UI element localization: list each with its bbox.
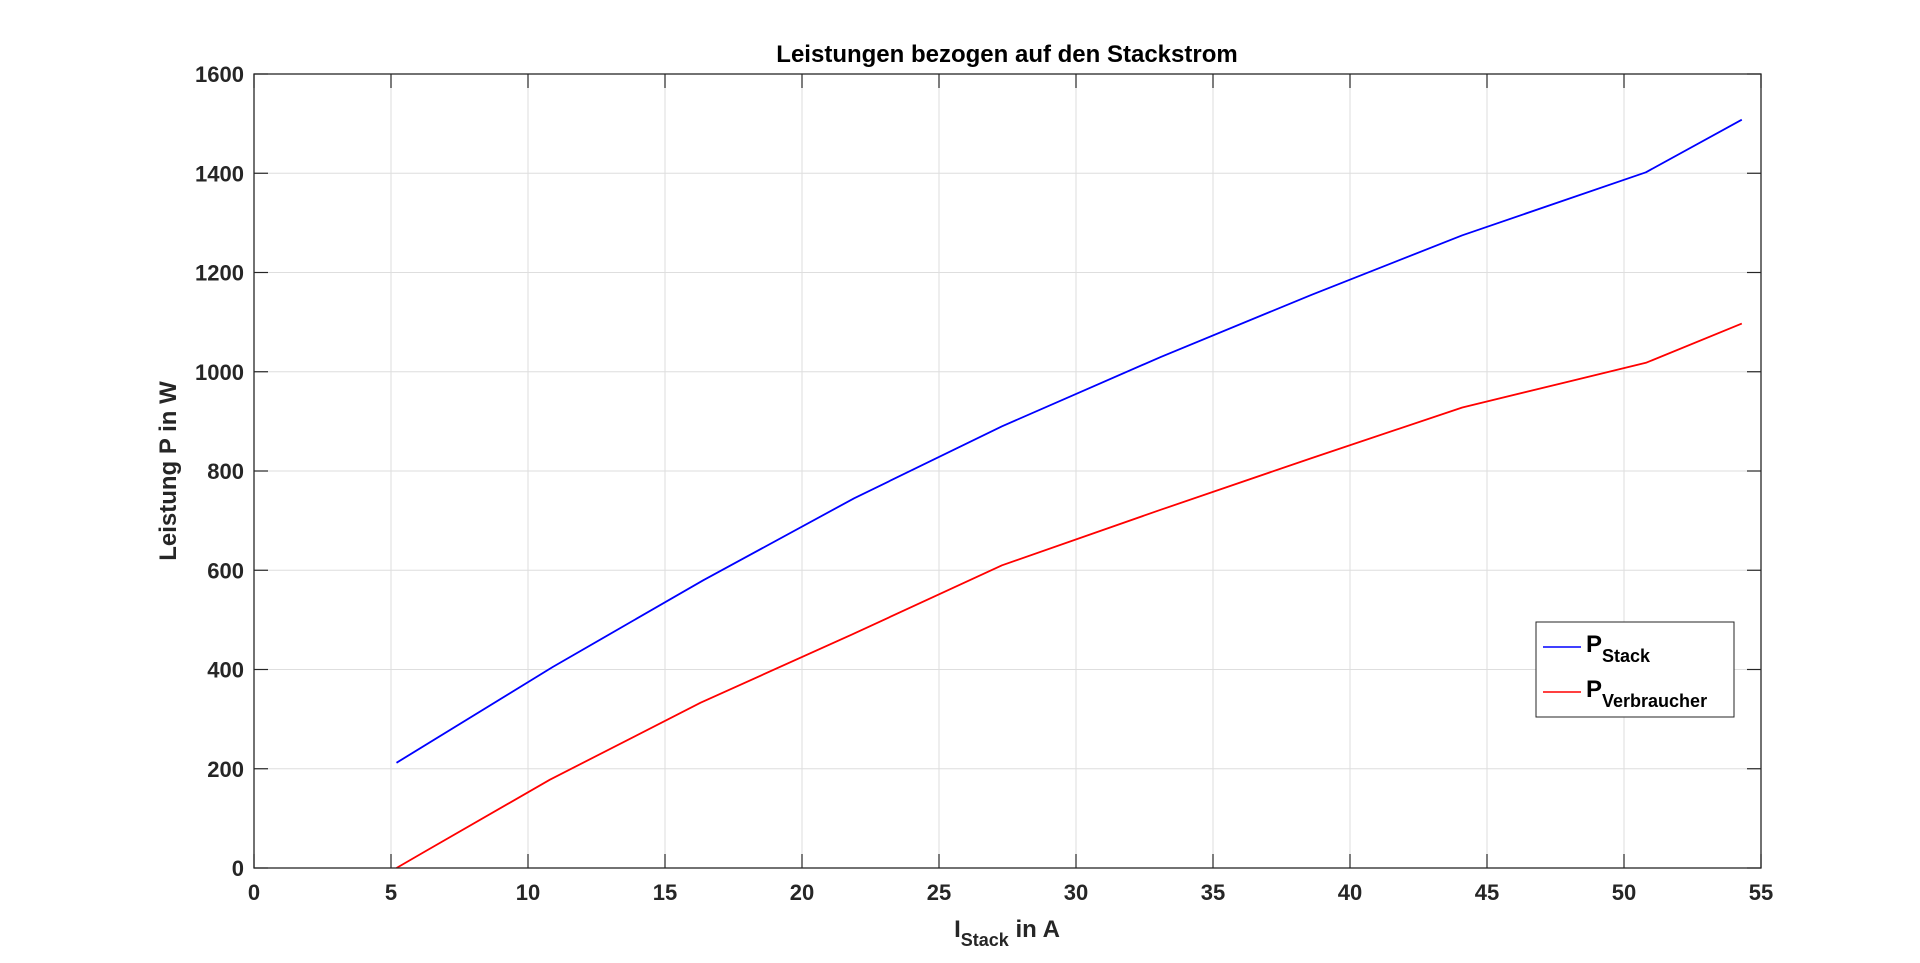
tick-labels: 0 5 10 15 20 25 30 35 40 45 50 55 0 200 400 600 800 1000 1… [195,62,1773,905]
x-tick-label: 5 [385,880,397,905]
y-tick-label: 200 [207,757,244,782]
legend-entry-p-verbraucher-sub: Verbraucher [1602,691,1707,711]
legend-entry-p-verbraucher: PVerbraucher [1586,676,1707,711]
y-tick-label: 1200 [195,261,244,286]
x-tick-label: 35 [1201,880,1225,905]
y-tick-label: 1600 [195,62,244,87]
x-tick-label: 10 [516,880,540,905]
x-tick-label: 20 [790,880,814,905]
x-tick-label: 50 [1612,880,1636,905]
legend: PStack PVerbraucher [1535,621,1735,718]
x-axis-label-sub: Stack [961,930,1010,950]
x-tick-label: 45 [1475,880,1499,905]
series-line-p-verbraucher [396,322,1743,869]
y-tick-label: 1400 [195,161,244,186]
x-axis-label: IStack in A [954,916,1060,950]
axis-ticks [253,73,1762,869]
y-tick-label: 800 [207,459,244,484]
x-axis-label-suffix: in A [1009,916,1060,943]
legend-entry-p-stack: PStack [1586,631,1651,666]
x-tick-label: 30 [1064,880,1088,905]
x-axis-label-main: I [954,916,961,943]
y-tick-label: 400 [207,658,244,683]
data-series [396,118,1743,869]
legend-entry-p-stack-sub: Stack [1602,646,1651,666]
y-tick-label: 0 [232,856,244,881]
legend-entry-p-verbraucher-main: P [1586,676,1602,703]
legend-box [1535,621,1735,718]
y-tick-label: 1000 [195,360,244,385]
legend-entry-p-stack-main: P [1586,631,1602,658]
x-tick-label: 0 [248,880,260,905]
chart-title: Leistungen bezogen auf den Stackstrom [776,41,1237,68]
y-axis-label: Leistung P in W [155,381,182,561]
x-tick-label: 55 [1749,880,1773,905]
x-tick-label: 40 [1338,880,1362,905]
series-line-p-stack [396,118,1743,764]
x-tick-label: 15 [653,880,677,905]
y-tick-label: 600 [207,558,244,583]
x-tick-label: 25 [927,880,951,905]
